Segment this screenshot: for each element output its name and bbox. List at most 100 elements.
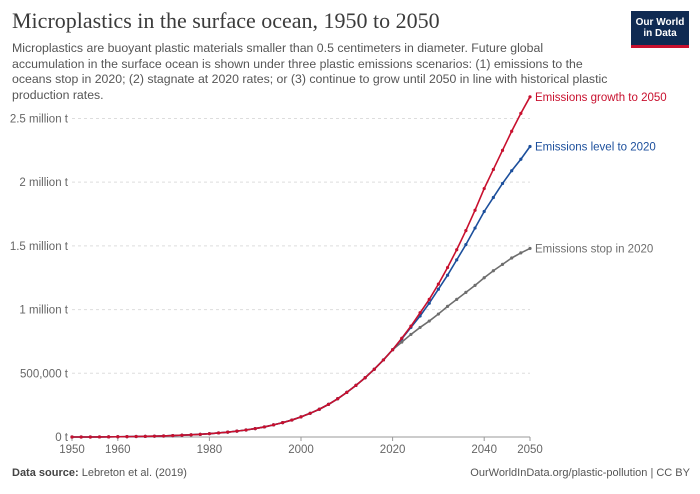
y-tick-label: 1 million t	[19, 305, 68, 317]
data-point-growth	[299, 415, 303, 419]
x-tick-label: 1980	[197, 444, 223, 456]
series-label-stop[interactable]: Emissions stop in 2020	[535, 243, 653, 255]
data-point-growth	[216, 431, 221, 435]
data-point-growth	[418, 311, 422, 315]
data-point-level	[445, 273, 450, 277]
data-point-growth	[88, 435, 92, 439]
data-point-stop	[519, 251, 523, 255]
data-point-growth	[107, 435, 111, 439]
data-point-stop	[400, 340, 404, 344]
data-point-growth	[152, 434, 157, 438]
data-point-growth	[162, 434, 166, 438]
data-point-level	[500, 181, 505, 186]
data-point-level	[528, 144, 532, 149]
data-point-growth	[519, 111, 523, 115]
data-point-growth	[510, 129, 514, 133]
data-point-level	[510, 169, 514, 173]
data-point-stop	[528, 246, 532, 251]
y-tick-label: 500,000 t	[20, 368, 69, 380]
series-label-level[interactable]: Emissions level to 2020	[535, 142, 656, 154]
data-point-growth	[207, 432, 211, 436]
series-line-growth[interactable]	[72, 96, 531, 438]
data-source-text: Lebreton et al. (2019)	[81, 467, 187, 479]
data-point-growth	[171, 433, 175, 438]
data-point-growth	[253, 426, 257, 431]
data-point-growth	[134, 434, 138, 439]
data-point-growth	[354, 383, 358, 387]
data-point-growth	[125, 435, 129, 439]
data-point-growth	[409, 324, 413, 328]
y-tick-label: 1.5 million t	[10, 241, 69, 253]
data-point-growth	[79, 435, 83, 439]
data-point-growth	[226, 430, 230, 434]
x-tick-label: 1950	[59, 444, 85, 456]
data-point-growth	[363, 376, 367, 380]
data-point-level	[455, 258, 459, 262]
data-point-growth	[244, 428, 248, 432]
chart-subtitle: Microplastics are buoyant plastic materi…	[12, 41, 608, 102]
data-point-stop	[510, 256, 514, 260]
series-layer	[70, 95, 532, 439]
data-point-growth	[143, 434, 147, 438]
data-source: Data source: Lebreton et al. (2019)	[12, 467, 187, 479]
legend-labels: Emissions growth to 2050 Emissions level …	[535, 92, 667, 256]
data-point-stop	[427, 319, 431, 323]
data-point-growth	[528, 95, 532, 99]
data-point-stop	[418, 325, 422, 330]
owid-logo[interactable]: Our World in Data	[631, 11, 689, 45]
data-point-growth	[464, 229, 468, 233]
data-point-level	[519, 157, 523, 161]
axis-layer: 0 t 500,000 t 1 million t 1.5 million t 2 mi…	[10, 113, 543, 456]
data-point-stop	[409, 332, 413, 337]
data-point-growth	[345, 390, 349, 395]
data-point-growth	[436, 282, 440, 286]
series-line-stop[interactable]	[72, 247, 531, 438]
x-tick-label: 2050	[517, 444, 543, 456]
data-point-level	[464, 243, 468, 247]
data-point-growth	[97, 435, 102, 439]
data-point-stop	[464, 290, 468, 294]
data-point-stop	[455, 297, 459, 301]
series-line-level[interactable]	[72, 146, 531, 438]
data-point-growth	[381, 358, 386, 362]
data-point-growth	[491, 167, 495, 172]
y-tick-label: 2.5 million t	[10, 113, 69, 125]
credit-link[interactable]: OurWorldInData.org/plastic-pollution | C…	[470, 467, 690, 479]
logo-line-2: in Data	[643, 28, 677, 39]
logo-accent-bar	[631, 45, 689, 48]
grid-layer	[72, 117, 530, 374]
data-point-growth	[372, 367, 376, 371]
data-point-growth	[473, 208, 477, 212]
data-point-stop	[436, 312, 440, 316]
data-point-stop	[473, 283, 477, 287]
data-source-label: Data source:	[12, 467, 79, 479]
data-point-growth	[308, 411, 312, 415]
data-point-growth	[482, 186, 486, 191]
data-point-level	[436, 287, 440, 291]
x-tick-label: 2020	[380, 444, 406, 456]
data-point-growth	[400, 336, 404, 340]
data-point-stop	[482, 276, 486, 280]
data-point-growth	[336, 397, 340, 401]
data-point-growth	[70, 435, 74, 439]
data-point-growth	[326, 402, 331, 406]
data-point-stop	[491, 269, 495, 273]
data-point-level	[427, 301, 431, 305]
data-point-growth	[455, 248, 459, 252]
data-point-growth	[317, 407, 321, 411]
y-tick-label: 2 million t	[19, 177, 68, 189]
data-point-growth	[427, 297, 431, 301]
data-point-growth	[391, 348, 395, 352]
data-point-growth	[180, 433, 184, 437]
x-tick-label: 1960	[105, 444, 131, 456]
data-point-level	[473, 226, 477, 230]
data-point-growth	[500, 148, 505, 152]
series-label-growth[interactable]: Emissions growth to 2050	[535, 92, 667, 104]
data-point-stop	[500, 262, 505, 266]
x-tick-label: 2000	[288, 444, 314, 456]
data-point-growth	[281, 421, 285, 425]
data-point-growth	[271, 423, 276, 427]
data-point-level	[491, 195, 495, 200]
y-tick-label: 0 t	[55, 432, 69, 444]
